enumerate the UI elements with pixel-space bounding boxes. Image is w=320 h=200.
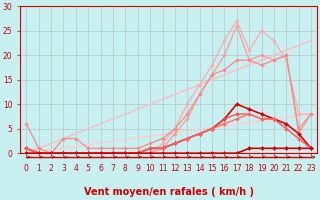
X-axis label: Vent moyen/en rafales ( km/h ): Vent moyen/en rafales ( km/h ) [84, 187, 254, 197]
